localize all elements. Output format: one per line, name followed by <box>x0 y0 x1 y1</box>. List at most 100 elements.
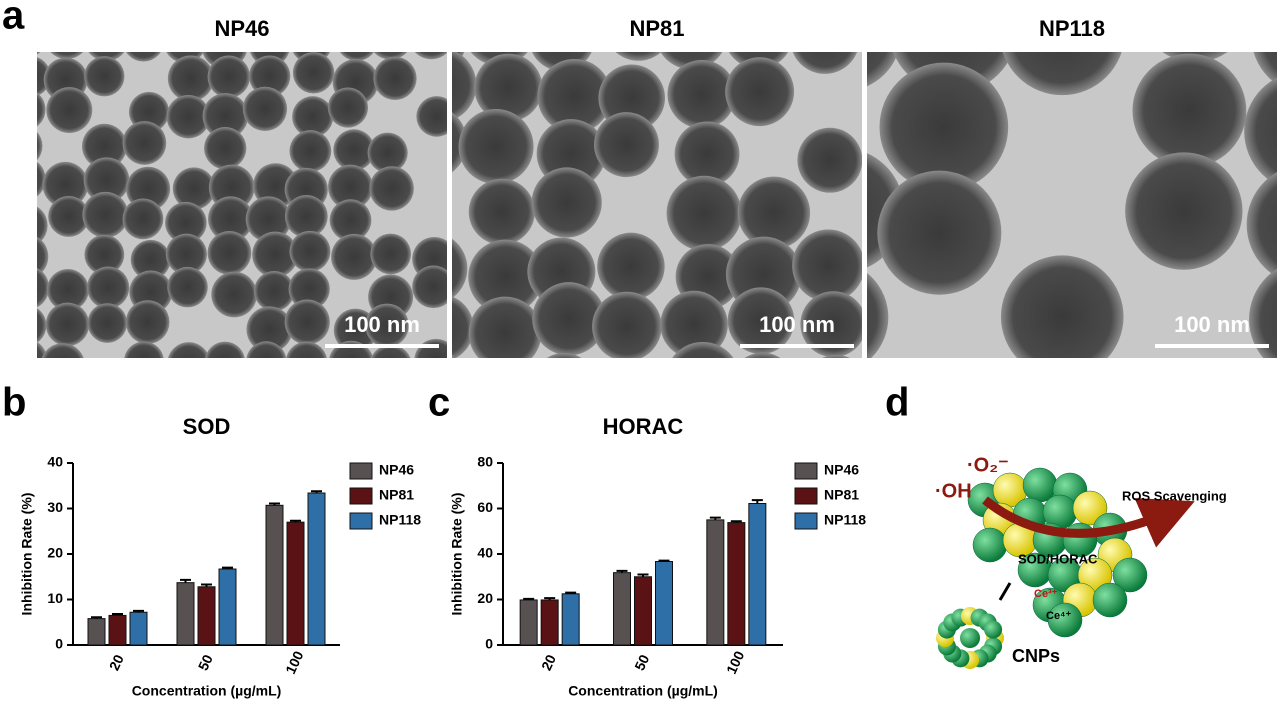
particle <box>674 121 740 187</box>
particle <box>242 86 288 131</box>
scale-label: 100 nm <box>759 312 835 337</box>
particle <box>167 55 214 102</box>
ball <box>1112 557 1148 593</box>
small-ball <box>984 620 1003 639</box>
particle <box>373 56 417 100</box>
chart-title: SOD <box>183 414 231 439</box>
particle <box>737 176 811 250</box>
particle <box>370 344 411 358</box>
particle <box>458 109 534 185</box>
x-tick-label: 50 <box>631 652 652 673</box>
ce4-label: Ce⁴⁺ <box>1046 610 1072 622</box>
particle <box>211 271 257 318</box>
error-bar <box>730 520 742 523</box>
particle <box>172 167 216 210</box>
particle <box>474 53 543 122</box>
x-axis-label: Concentration (µg/mL) <box>568 683 718 699</box>
legend-swatch <box>349 462 373 480</box>
particle <box>37 236 49 277</box>
particle <box>1249 268 1277 358</box>
particle <box>292 96 334 138</box>
o2-label: ·O₂⁻ <box>967 454 1009 476</box>
error-bar <box>269 502 280 506</box>
legend-label: NP46 <box>824 462 859 478</box>
panel-label: a <box>2 0 25 38</box>
particle <box>329 199 372 242</box>
particle <box>370 233 412 275</box>
particle <box>1132 53 1247 168</box>
particle <box>83 157 130 203</box>
particle <box>124 341 164 358</box>
y-tick-label: 0 <box>55 636 63 652</box>
image-title: NP81 <box>629 16 684 41</box>
particle <box>369 166 414 211</box>
y-tick-label: 10 <box>47 590 63 606</box>
particle <box>202 93 249 139</box>
bar <box>540 599 559 646</box>
panel-label: b <box>2 381 26 425</box>
error-bar <box>751 499 763 504</box>
particle <box>597 232 665 301</box>
error-bar <box>133 609 144 613</box>
bar <box>655 561 673 646</box>
x-tick-label: 20 <box>106 652 127 673</box>
ball <box>972 527 1008 563</box>
legend-swatch <box>794 487 818 505</box>
y-tick-label: 80 <box>477 454 493 470</box>
bar <box>706 519 725 646</box>
y-tick-label: 30 <box>47 499 63 515</box>
panel-label: d <box>885 381 909 425</box>
particle <box>412 265 447 309</box>
particle <box>468 178 535 245</box>
error-bar <box>544 597 556 600</box>
particle <box>531 167 602 238</box>
micrograph: 100 nm <box>37 52 447 358</box>
micrographs: NP46 100 nm NP81 100 nm NP118 100 nm <box>37 16 1277 358</box>
bar <box>748 502 767 646</box>
particle <box>792 229 862 302</box>
particle <box>1253 52 1277 85</box>
y-tick-label: 40 <box>47 454 63 470</box>
particle <box>672 341 734 358</box>
bar <box>519 599 538 646</box>
x-tick-label: 20 <box>538 652 559 673</box>
y-tick-label: 20 <box>477 590 493 606</box>
legend-swatch <box>349 487 373 505</box>
particle <box>50 52 84 60</box>
particle <box>125 300 170 344</box>
image-title: NP118 <box>1039 16 1105 41</box>
bar <box>265 504 284 646</box>
bar <box>129 611 148 646</box>
bar <box>727 522 746 646</box>
particle <box>208 196 254 242</box>
particle <box>327 87 369 128</box>
particle <box>879 62 1009 192</box>
legend-label: NP118 <box>379 512 421 528</box>
small-ball <box>960 628 980 648</box>
cnps-label: CNPs <box>1012 646 1060 666</box>
particle <box>328 164 373 210</box>
particle <box>205 341 245 358</box>
particle <box>537 58 612 134</box>
particle <box>333 129 375 171</box>
image-title: NP46 <box>214 16 269 41</box>
particle <box>292 52 335 94</box>
particle <box>46 87 93 134</box>
particle <box>204 127 247 170</box>
legend-swatch <box>794 512 818 530</box>
particle <box>339 52 374 61</box>
ball <box>1092 582 1128 618</box>
particle <box>248 55 291 97</box>
error-bar <box>91 616 102 619</box>
particle <box>46 268 89 311</box>
particle <box>37 131 43 161</box>
particle <box>284 299 330 345</box>
particle <box>594 112 659 178</box>
particle <box>208 164 255 211</box>
error-bar <box>180 578 191 583</box>
particle <box>252 231 299 278</box>
bar <box>634 576 652 646</box>
particle <box>207 231 252 275</box>
particle <box>452 296 474 358</box>
particle <box>452 52 477 121</box>
